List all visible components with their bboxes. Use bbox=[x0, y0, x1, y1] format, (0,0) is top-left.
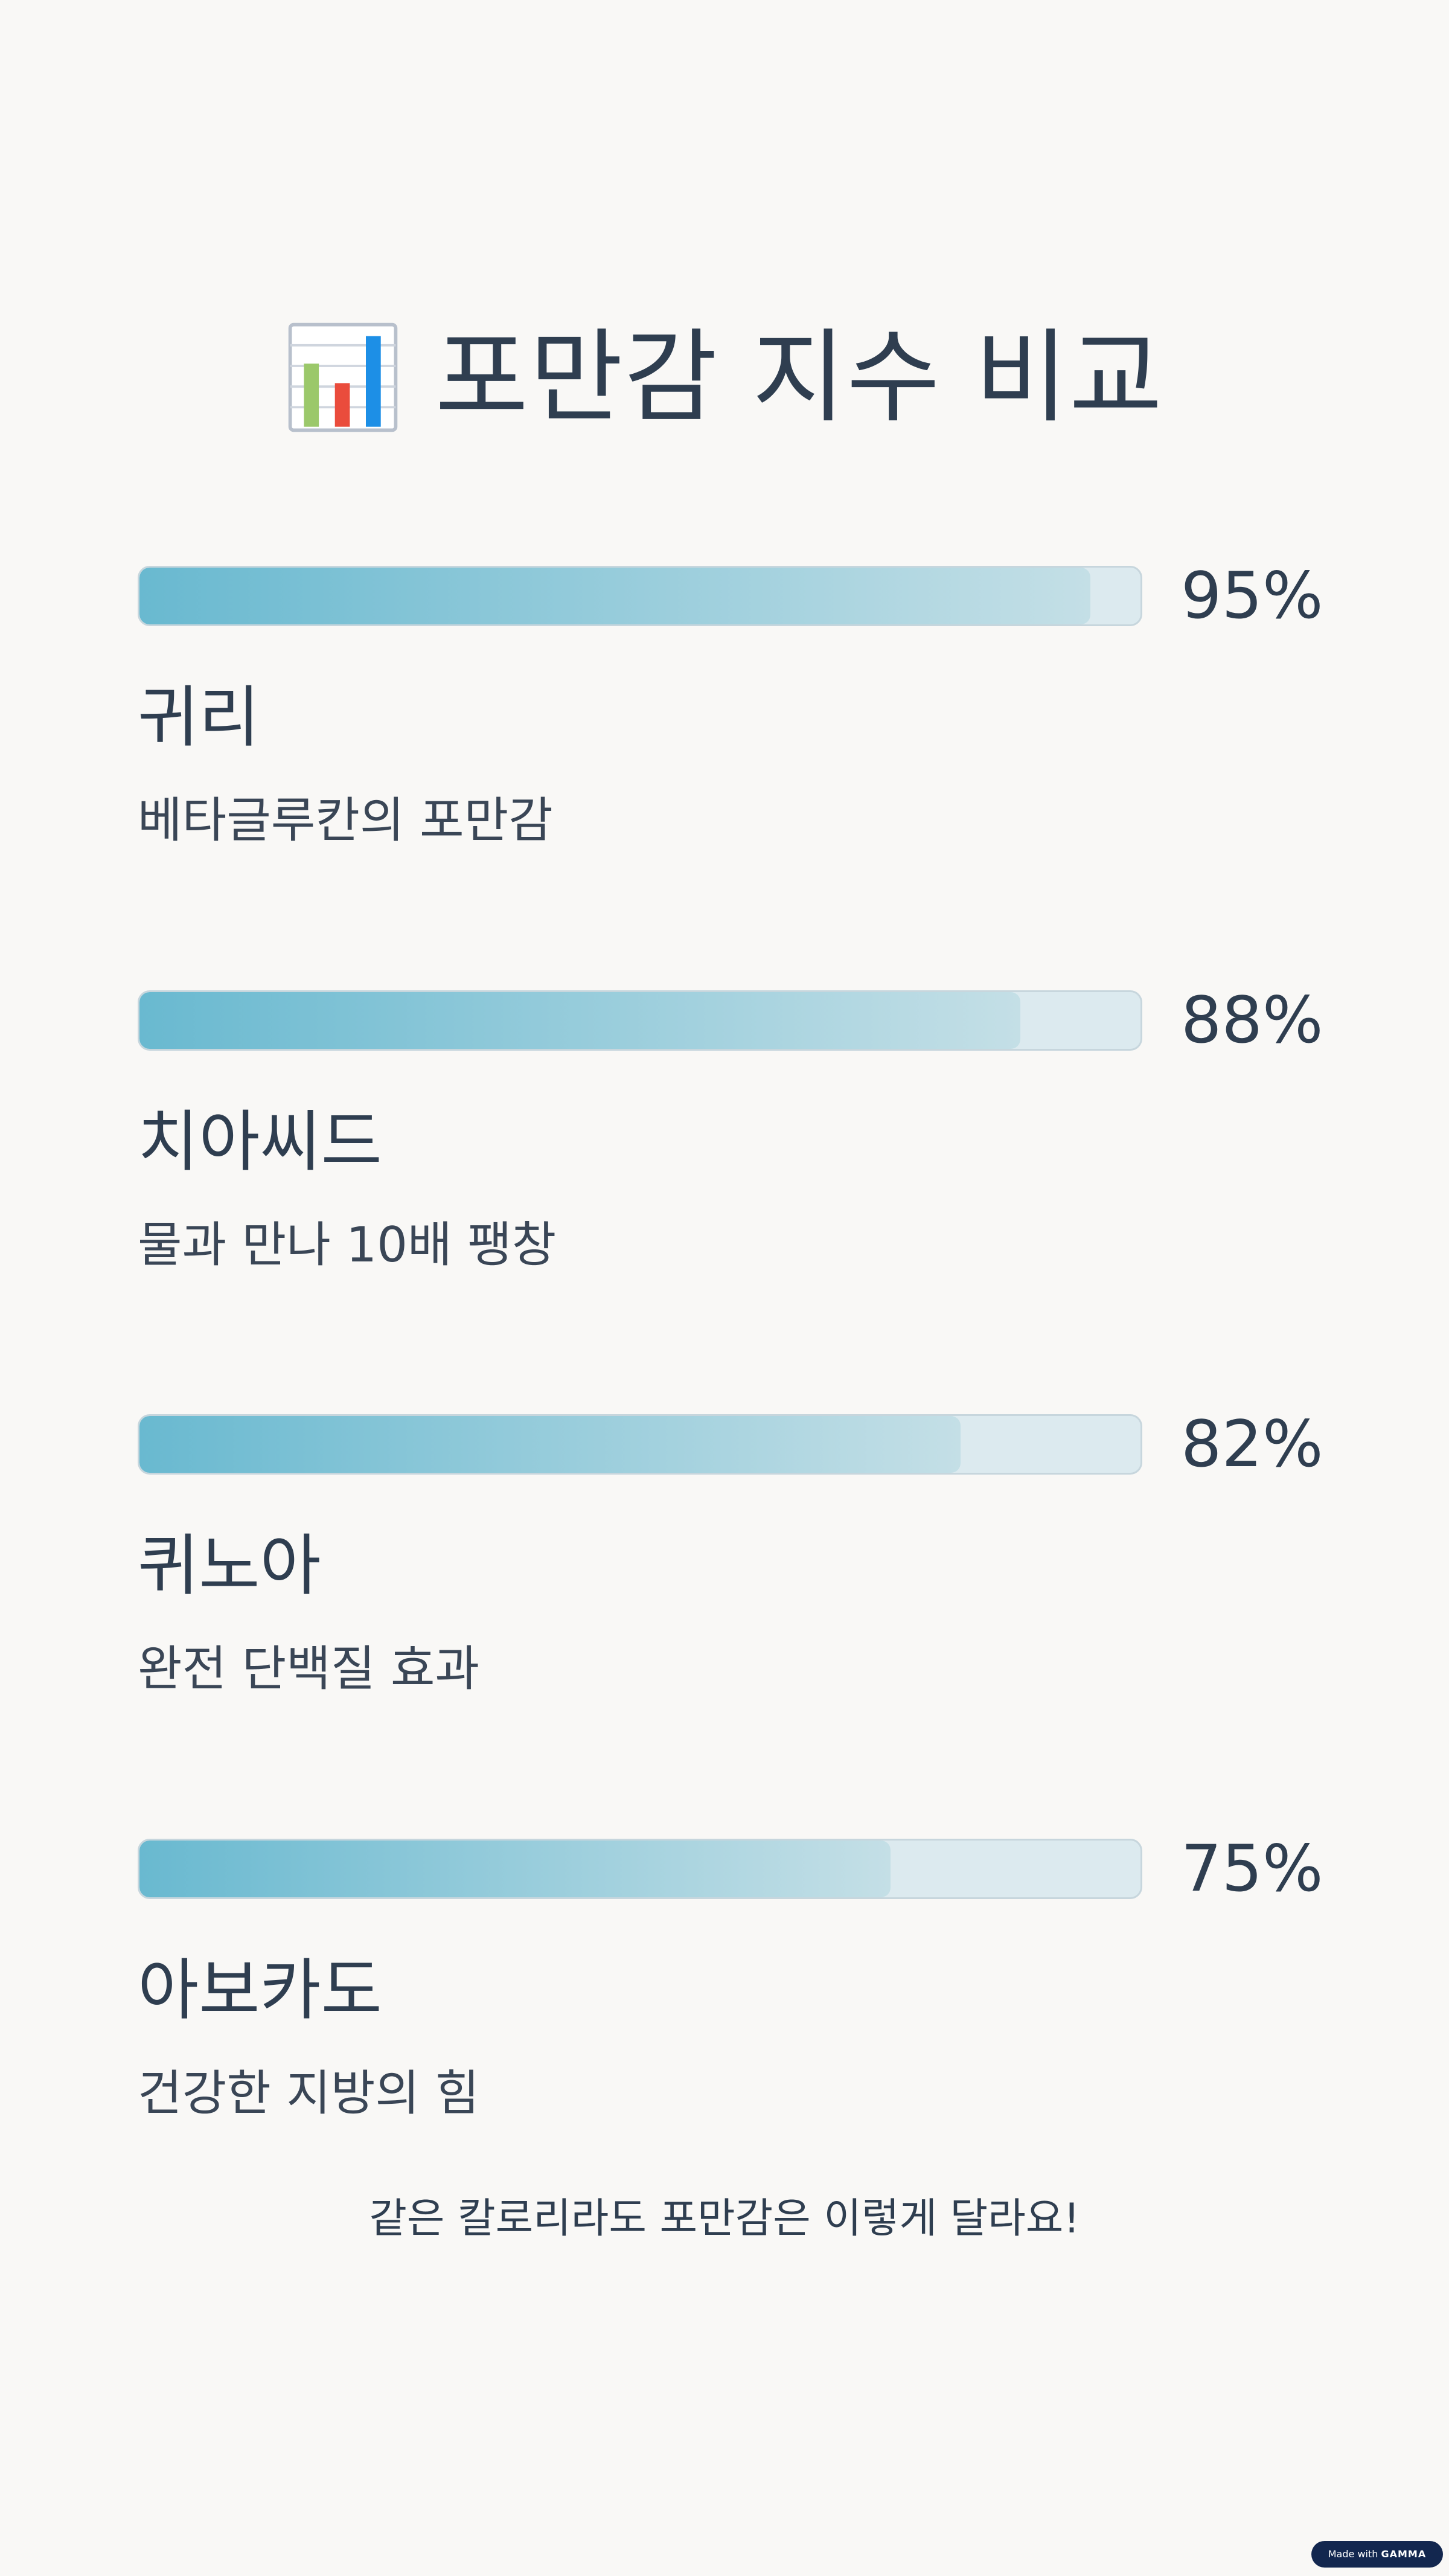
bar-row: 82% bbox=[138, 1407, 1328, 1481]
bar-track bbox=[138, 566, 1142, 626]
badge-brand: GAMMA bbox=[1381, 2548, 1427, 2560]
bar-row: 95% bbox=[138, 559, 1328, 633]
badge-prefix: Made with bbox=[1328, 2548, 1378, 2560]
bar-chart-icon bbox=[288, 322, 397, 432]
bar-value-label: 95% bbox=[1181, 559, 1323, 633]
category-description: 완전 단백질 효과 bbox=[138, 1641, 480, 1697]
category-label: 치아씨드 bbox=[138, 1103, 382, 1181]
bar-fill-아보카도 bbox=[139, 1841, 891, 1897]
category-label: 귀리 bbox=[138, 679, 260, 756]
bar-value-label: 75% bbox=[1181, 1831, 1323, 1906]
category-description: 물과 만나 10배 팽창 bbox=[138, 1217, 557, 1273]
chart-title: 포만감 지수 비교 bbox=[435, 318, 1164, 437]
category-label: 퀴노아 bbox=[138, 1527, 321, 1604]
bar-fill-퀴노아 bbox=[139, 1416, 961, 1473]
chart-item: 75% 아보카도 건강한 지방의 힘 bbox=[138, 1837, 1328, 2176]
bar-track bbox=[138, 1414, 1142, 1475]
bar-row: 88% bbox=[138, 983, 1328, 1057]
page-title: 포만감 지수 비교 bbox=[0, 320, 1449, 435]
bar-fill-귀리 bbox=[139, 568, 1091, 624]
bar-fill-치아씨드 bbox=[139, 992, 1021, 1049]
bar-value-label: 88% bbox=[1181, 983, 1323, 1057]
chart-item: 82% 퀴노아 완전 단백질 효과 bbox=[138, 1407, 1328, 1751]
bar-row: 75% bbox=[138, 1831, 1328, 1906]
category-label: 아보카도 bbox=[138, 1952, 382, 2029]
footer-note: 같은 칼로리라도 포만감은 이렇게 달라요! bbox=[369, 2195, 1080, 2243]
bar-track bbox=[138, 990, 1142, 1051]
bar-value-label: 82% bbox=[1181, 1407, 1323, 1481]
chart-item: 95% 귀리 베타글루칸의 포만감 bbox=[138, 559, 1328, 903]
category-description: 건강한 지방의 힘 bbox=[138, 2065, 480, 2121]
bar-track bbox=[138, 1839, 1142, 1899]
chart-item: 88% 치아씨드 물과 만나 10배 팽창 bbox=[138, 983, 1328, 1327]
made-with-badge[interactable]: Made with GAMMA bbox=[1311, 2541, 1443, 2568]
category-description: 베타글루칸의 포만감 bbox=[138, 792, 553, 848]
